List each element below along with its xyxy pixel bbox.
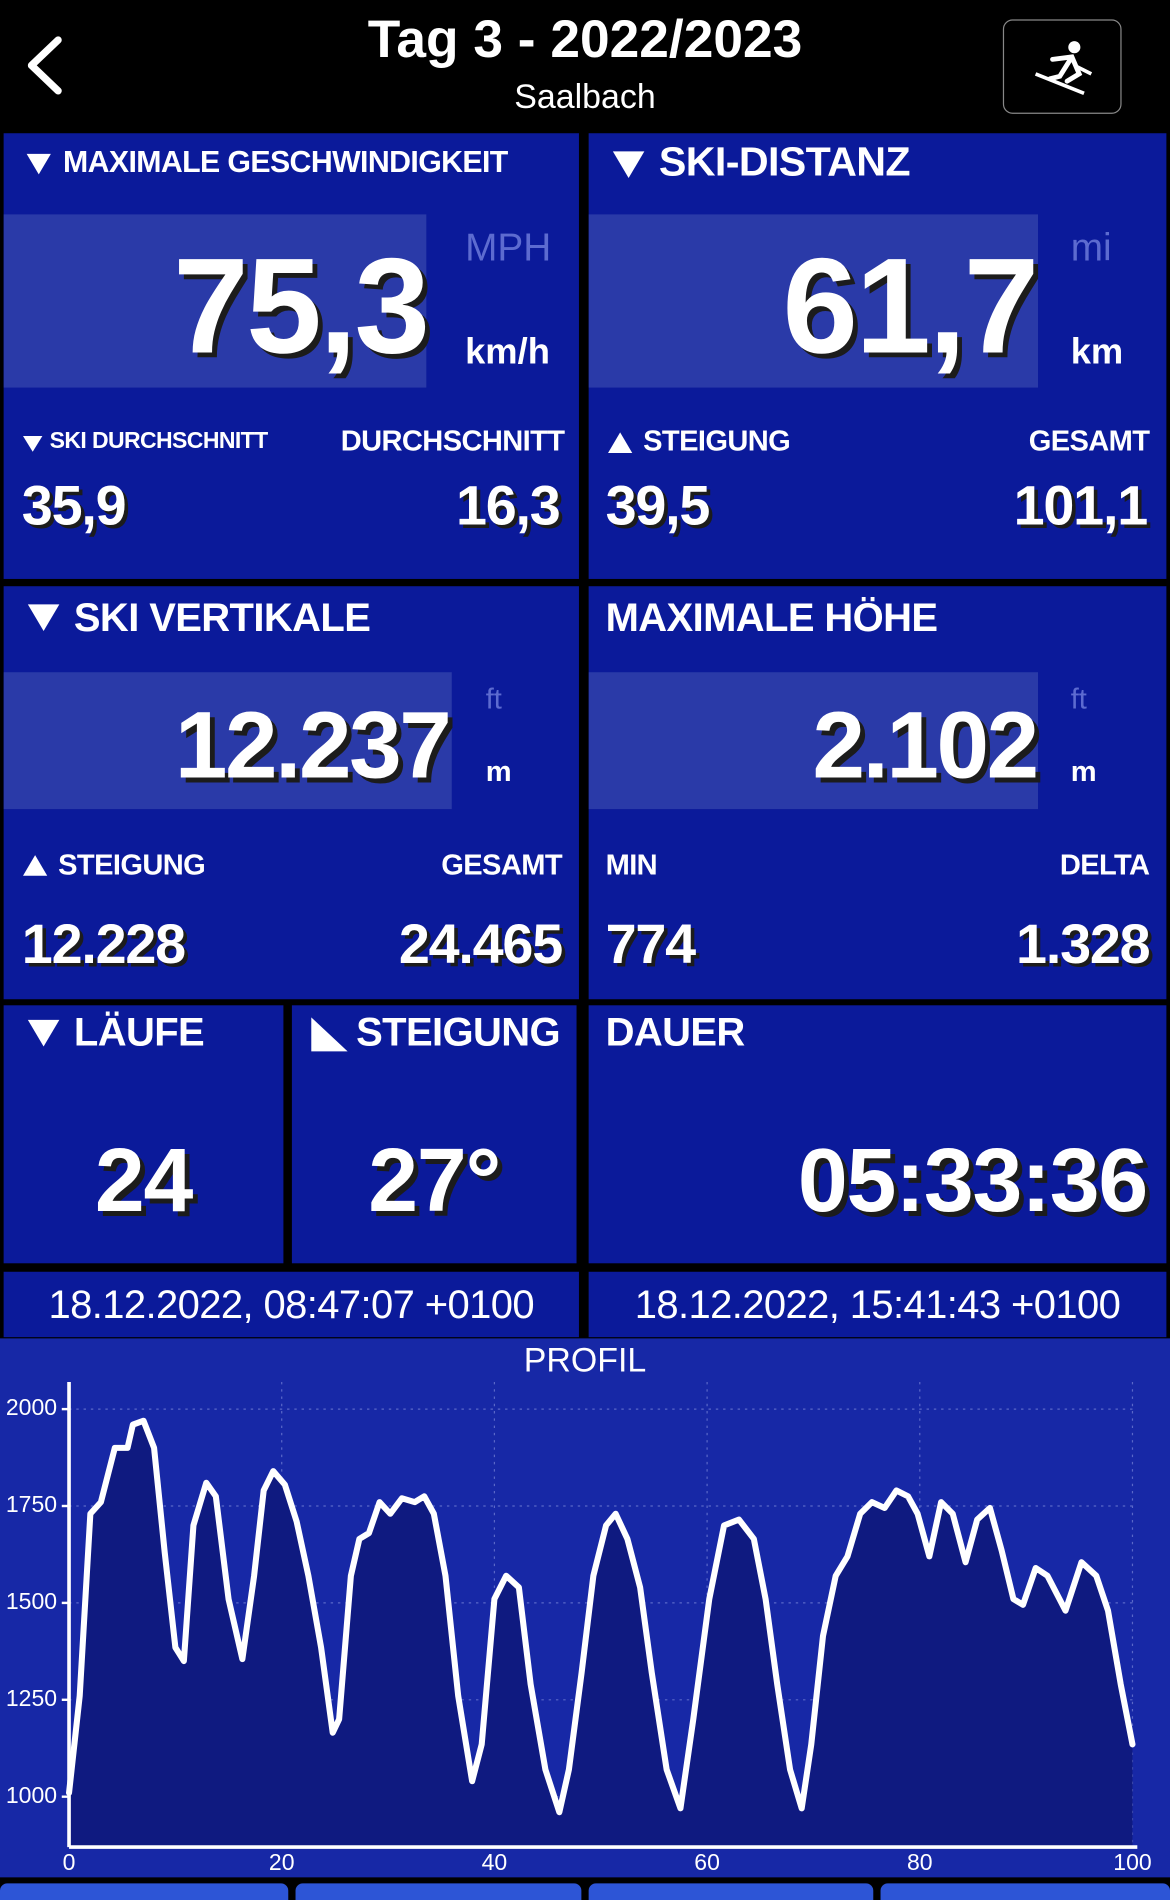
tile-label: LÄUFE xyxy=(73,1008,205,1054)
arrow-icon xyxy=(27,1019,60,1047)
x-tick-label: 0 xyxy=(63,1849,76,1875)
vertical-tile[interactable]: SKI VERTIKALE 12.237 ft m STEIGUNG GESAM… xyxy=(3,586,579,1000)
tab[interactable] xyxy=(0,1883,289,1900)
x-tick-label: 80 xyxy=(907,1849,933,1875)
start-time: 18.12.2022, 08:47:07 +0100 xyxy=(3,1271,579,1338)
stat-label: STEIGUNG xyxy=(643,425,791,458)
slope-tile[interactable]: STEIGUNG 27° xyxy=(291,1005,577,1264)
stat-value: 1.328 xyxy=(1016,912,1151,976)
tile-label: SKI VERTIKALE xyxy=(73,594,371,640)
ski-button[interactable] xyxy=(1002,19,1122,114)
tile-value: 75,3 xyxy=(173,230,430,382)
y-tick-label: 2000 xyxy=(6,1394,57,1420)
tile-value: 12.237 xyxy=(174,691,452,799)
stat-value: 35,9 xyxy=(21,473,127,537)
x-tick-label: 20 xyxy=(269,1849,295,1875)
y-tick-label: 1000 xyxy=(6,1782,57,1808)
arrow-icon xyxy=(23,855,48,876)
alt-unit: MPH xyxy=(465,225,552,269)
alt-unit: ft xyxy=(485,683,502,716)
ski-icon xyxy=(1034,41,1093,95)
stat-label: MIN xyxy=(605,849,658,882)
unit: m xyxy=(485,755,512,789)
tile-value: 27° xyxy=(368,1130,501,1231)
area xyxy=(69,1420,1133,1848)
tile-label: MAXIMALE HÖHE xyxy=(605,594,938,640)
stat-label: DURCHSCHNITT xyxy=(340,425,565,458)
subtitle: Saalbach xyxy=(514,77,656,116)
stat-label: GESAMT xyxy=(1028,425,1150,458)
tab[interactable] xyxy=(588,1883,874,1900)
tile-value: 24 xyxy=(94,1130,193,1231)
title: Tag 3 - 2022/2023 xyxy=(367,9,803,70)
duration-tile[interactable]: DAUER 05:33:36 xyxy=(588,1005,1167,1264)
tab[interactable] xyxy=(295,1883,582,1900)
tile-label: MAXIMALE GESCHWINDIGKEIT xyxy=(62,145,508,180)
value-box xyxy=(3,214,427,388)
header: Tag 3 - 2022/2023 Saalbach xyxy=(0,0,1170,130)
value-box xyxy=(3,672,452,810)
alt-unit: mi xyxy=(1070,225,1112,269)
tile-value: 05:33:36 xyxy=(797,1130,1148,1231)
y-tick-label: 1500 xyxy=(6,1588,57,1614)
stat-value: 24.465 xyxy=(398,912,563,976)
stat-label: DELTA xyxy=(1059,849,1150,882)
arrow-icon xyxy=(612,151,645,179)
unit: km/h xyxy=(465,331,550,372)
unit: m xyxy=(1070,755,1097,789)
x-tick-label: 40 xyxy=(482,1849,508,1875)
value-box xyxy=(588,214,1038,388)
line xyxy=(66,1417,1136,1816)
unit: km xyxy=(1070,331,1124,372)
back-button[interactable] xyxy=(22,34,70,97)
tile-label: STEIGUNG xyxy=(356,1008,561,1054)
end-time: 18.12.2022, 15:41:43 +0100 xyxy=(588,1271,1167,1338)
stat-value: 774 xyxy=(605,912,697,976)
chart-title: PROFIL xyxy=(524,1342,646,1380)
x-tick-label: 100 xyxy=(1113,1849,1151,1875)
stat-label: STEIGUNG xyxy=(58,849,206,882)
arrow-icon xyxy=(26,153,51,175)
altitude-tile[interactable]: MAXIMALE HÖHE 2.102 ft m MIN DELTA 774 1… xyxy=(588,586,1167,1000)
x-tick-label: 60 xyxy=(694,1849,720,1875)
alt-unit: ft xyxy=(1070,683,1087,716)
stat-value: 16,3 xyxy=(455,473,561,537)
runs-tile[interactable]: LÄUFE 24 xyxy=(3,1005,284,1264)
arrow-icon xyxy=(23,436,43,452)
stat-label: SKI DURCHSCHNITT xyxy=(49,428,268,455)
stat-value: 101,1 xyxy=(1013,473,1149,537)
tab[interactable] xyxy=(880,1883,1170,1900)
tile-value: 61,7 xyxy=(782,230,1039,382)
tile-value: 2.102 xyxy=(812,691,1039,799)
profile-chart: PROFIL 1000 1250 1500 1750 2000 0 20 40 60 80 100 xyxy=(0,1338,1170,1878)
y-tick-label: 1250 xyxy=(6,1685,57,1711)
stat-value: 39,5 xyxy=(605,473,711,537)
value-box xyxy=(588,672,1038,810)
tile-label: SKI-DISTANZ xyxy=(658,139,911,186)
y-tick-label: 1750 xyxy=(6,1491,57,1517)
stat-label: GESAMT xyxy=(441,849,562,882)
slope-icon xyxy=(311,1017,348,1052)
distance-tile[interactable]: SKI-DISTANZ 61,7 mi km STEIGUNG GESAMT 3… xyxy=(588,133,1167,579)
stat-value: 12.228 xyxy=(21,912,186,976)
tile-label: DAUER xyxy=(605,1008,746,1054)
speed-tile[interactable]: MAXIMALE GESCHWINDIGKEIT 75,3 MPH km/h S… xyxy=(3,133,579,579)
arrow-icon xyxy=(27,604,60,632)
arrow-icon xyxy=(608,432,633,453)
